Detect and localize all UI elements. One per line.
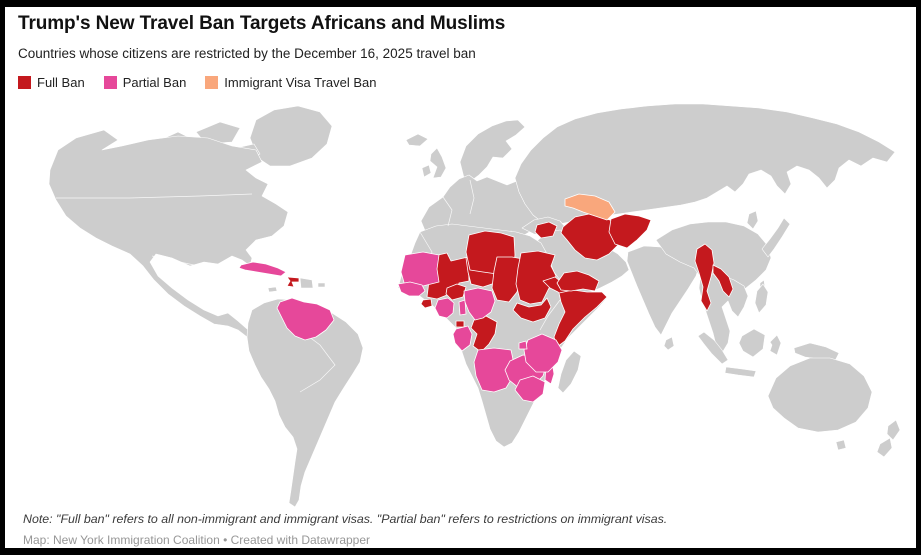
landmass-java [724,366,757,378]
border-us-mexico [151,255,209,269]
border-europe [469,179,475,215]
country-equatorial-guinea[interactable] [455,320,465,328]
country-cuba[interactable] [238,261,287,277]
country-congo[interactable] [470,315,498,353]
country-angola[interactable] [473,347,515,393]
legend-item-immigrant-visa-ban: Immigrant Visa Travel Ban [205,75,377,91]
landmass-jamaica [267,286,278,293]
landmass-korea [746,210,759,230]
country-venezuela[interactable] [276,297,335,341]
country-laos[interactable] [712,264,734,298]
country-myanmar[interactable] [694,243,715,312]
footnote: Note: "Full ban" refers to all non-immig… [23,512,668,526]
landmass-puerto-rico [317,282,326,288]
landmass-sri-lanka [663,336,675,351]
legend-label: Immigrant Visa Travel Ban [224,75,377,91]
legend-label: Partial Ban [122,75,187,91]
country-nigeria[interactable] [463,287,496,321]
landmass-sumatra [697,331,729,365]
landmass-madagascar [557,350,582,394]
landmass-dominican-republic [299,277,314,289]
partial-ban-swatch-icon [103,76,117,90]
landmass-scandinavia [459,119,526,182]
country-tanzania[interactable] [523,333,563,373]
country-senegal[interactable] [397,281,426,297]
legend: Full Ban Partial Ban Immigrant Visa Trav… [18,75,903,90]
country-gabon[interactable] [452,325,473,352]
border-south-america [299,329,336,393]
landmass-borneo [738,328,766,358]
country-sierra-leone[interactable] [420,298,433,309]
source-credit: Map: New York Immigration Coalition • Cr… [23,532,371,547]
country-chad[interactable] [491,256,524,303]
country-burundi[interactable] [518,340,528,350]
border-africa-east [539,299,561,331]
landmass-sulawesi [769,334,782,356]
landmass-tasmania [835,439,847,451]
landmass-south-america [246,298,364,508]
landmass-russia-siberia [514,103,896,226]
country-afghanistan[interactable] [608,213,652,249]
legend-label: Full Ban [37,75,85,91]
landmass-iceland [405,133,429,147]
landmass-new-zealand [876,437,893,458]
country-turkmenistan[interactable] [564,193,616,221]
landmass-southeast-asia [698,273,749,354]
legend-item-partial-ban: Partial Ban [103,75,187,91]
landmass-great-britain [429,147,447,179]
country-cote-divoire[interactable] [434,297,455,319]
landmass-australia [767,357,873,433]
landmass-philippines [754,283,769,314]
page-title: Trump's New Travel Ban Targets Africans … [18,13,506,34]
landmass-greenland [249,105,333,167]
chart-footer: Note: "Full ban" refers to all non-immig… [23,511,903,549]
immigrant-visa-ban-swatch-icon [205,76,219,90]
page-subtitle: Countries whose citizens are restricted … [18,45,476,61]
border-europe [442,196,453,227]
country-haiti[interactable] [286,276,300,288]
country-zimbabwe[interactable] [514,375,546,403]
country-sudan[interactable] [515,250,557,305]
country-yemen[interactable] [556,270,600,292]
landmass-japan [761,217,791,258]
landmass-new-zealand [886,419,901,441]
full-ban-swatch-icon [18,76,31,90]
country-togo[interactable] [458,299,467,316]
border-us-canada [56,193,253,199]
landmass-north-america [48,129,289,338]
country-mauritania[interactable] [400,251,440,289]
country-south-sudan[interactable] [512,297,552,323]
country-burkina-faso[interactable] [445,283,467,301]
chart-header: Trump's New Travel Ban Targets Africans … [18,12,903,90]
landmass-ireland [421,164,432,178]
country-syria[interactable] [534,221,558,239]
country-somalia[interactable] [553,289,608,348]
legend-item-full-ban: Full Ban [18,75,85,90]
